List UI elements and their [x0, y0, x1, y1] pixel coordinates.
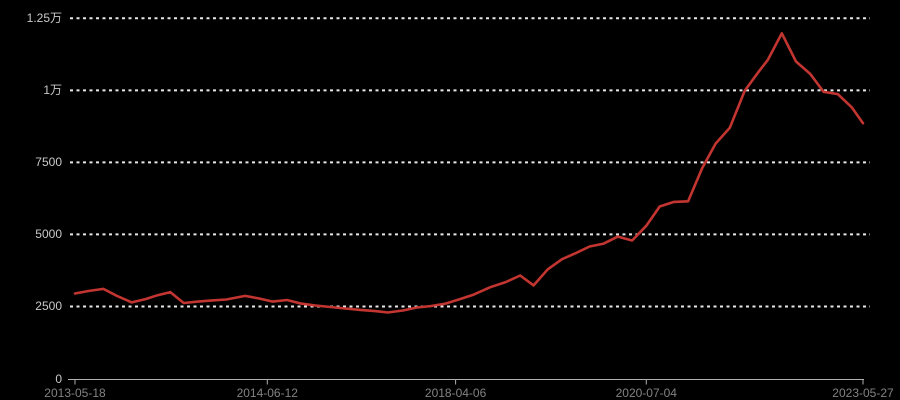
y-axis-label: 0: [55, 371, 62, 386]
y-axis-label: 2500: [35, 299, 62, 314]
series-line: [73, 31, 865, 314]
y-axis-label: 7500: [35, 155, 62, 170]
x-axis-label: 2013-05-18: [44, 386, 106, 400]
x-axis-label: 2023-05-27: [832, 386, 894, 400]
y-axis-label: 1万: [43, 83, 62, 98]
x-axis-label: 2020-07-04: [615, 386, 677, 400]
x-axis-label: 2014-06-12: [236, 386, 298, 400]
y-axis-label: 5000: [35, 227, 62, 242]
y-axis-label: 1.25万: [26, 11, 62, 26]
x-axis-label: 2018-04-06: [424, 386, 487, 400]
